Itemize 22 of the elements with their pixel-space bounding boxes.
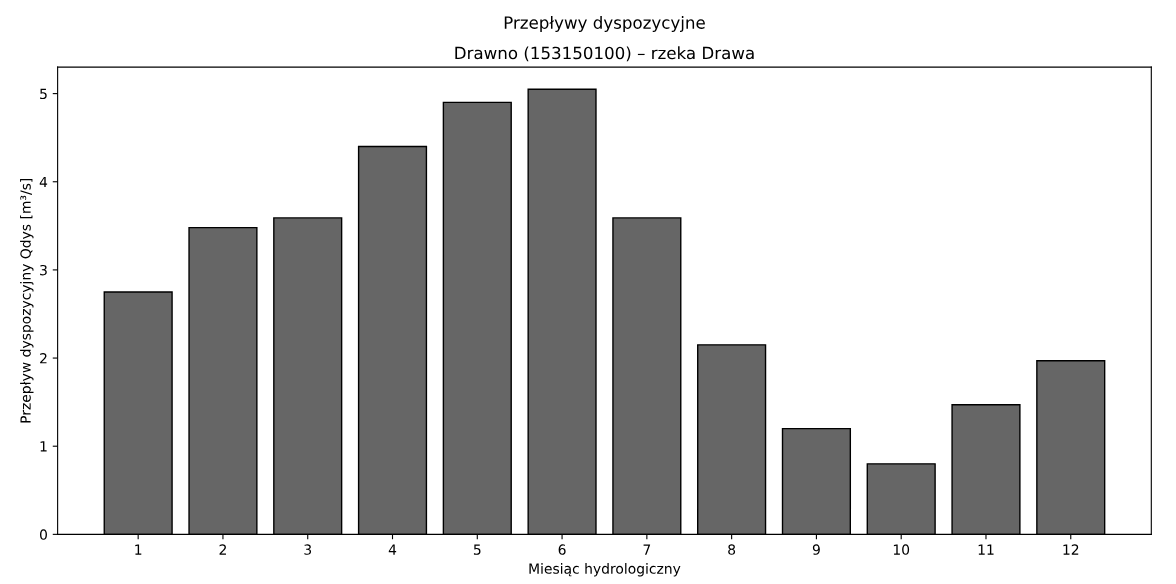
y-axis-title: Przepływ dyspozycyjny Qdys [m³/s] xyxy=(20,178,34,423)
y-tick-label: 1 xyxy=(40,441,47,452)
x-tick-label: 5 xyxy=(473,544,481,555)
x-tick-label: 1 xyxy=(135,544,142,555)
x-axis-title: Miesiąc hydrologiczny xyxy=(529,563,681,577)
y-tick-label: 4 xyxy=(39,176,48,188)
x-tick-label: 4 xyxy=(388,544,397,555)
y-tick-label: 3 xyxy=(40,264,47,276)
chart-title: Przepływy dyspozycyjne xyxy=(504,15,705,33)
x-tick-label: 2 xyxy=(219,544,226,555)
chart-subtitle: Drawno (153150100) – rzeka Drawa xyxy=(455,46,754,62)
x-tick-label: 12 xyxy=(1063,544,1079,555)
x-tick-label: 3 xyxy=(304,544,312,555)
x-tick-label: 9 xyxy=(812,544,820,555)
x-tick-label: 7 xyxy=(643,544,651,555)
x-tick-label: 8 xyxy=(728,544,736,555)
y-tick-label: 5 xyxy=(40,88,47,100)
x-tick-label: 10 xyxy=(893,544,910,555)
y-tick-label: 0 xyxy=(39,529,47,540)
x-tick-label: 11 xyxy=(978,544,994,555)
x-tick-label: 6 xyxy=(558,544,566,555)
y-tick-label: 2 xyxy=(40,353,47,364)
